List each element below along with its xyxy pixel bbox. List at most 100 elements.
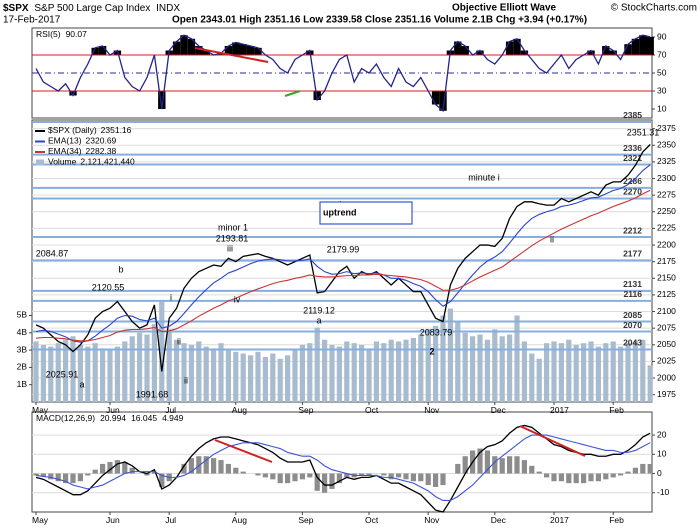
- volume-bar: [462, 332, 468, 402]
- annotation: ii: [184, 375, 188, 385]
- legend-name: EMA(34): [48, 146, 82, 156]
- rsi-overbought: [505, 41, 514, 55]
- y2-tick-label: 3B: [17, 344, 28, 354]
- annotation: iii: [227, 243, 233, 253]
- histogram-bar: [484, 450, 490, 474]
- level-label: 2116: [624, 289, 643, 299]
- volume-bar: [211, 348, 217, 402]
- divergence-line: [194, 47, 269, 63]
- legend-value: 2282.38: [86, 146, 117, 156]
- y-tick-label: 10: [657, 103, 667, 113]
- rsi-overbought: [602, 46, 610, 55]
- series-line: [35, 189, 651, 342]
- histogram-bar: [618, 473, 624, 476]
- volume-bar: [536, 358, 542, 402]
- volume-bar: [314, 327, 320, 402]
- histogram-bar: [181, 463, 187, 474]
- legend-value: 2320.69: [86, 136, 117, 146]
- volume-bar: [336, 346, 342, 402]
- y-tick-label: 50: [657, 67, 667, 77]
- volume-bar: [77, 344, 83, 402]
- histogram-bar: [55, 473, 61, 482]
- histogram-bar: [233, 467, 239, 474]
- panel-title-name: MACD(12,26,9): [36, 413, 95, 423]
- annotation: ii: [177, 336, 181, 346]
- x-tick-label: Sep: [298, 405, 313, 415]
- annotation: 1991.68: [136, 389, 169, 399]
- histogram-bar: [196, 456, 202, 474]
- volume-bar: [566, 339, 572, 402]
- volume-bar: [373, 341, 379, 402]
- rsi-overbought: [187, 38, 196, 55]
- rsi-overbought: [639, 35, 647, 55]
- volume-bar: [40, 344, 46, 402]
- annotation: 2120.55: [92, 282, 125, 292]
- y-tick-label: 2200: [657, 239, 676, 249]
- volume-bar: [544, 343, 550, 402]
- volume-bar: [196, 341, 202, 402]
- rsi-overbought: [454, 41, 462, 55]
- legend-entry: EMA(13) 2320.69: [48, 136, 117, 146]
- histogram-bar: [396, 473, 402, 478]
- annotation: ii: [550, 234, 554, 244]
- volume-bar: [262, 357, 268, 402]
- histogram-bar: [603, 473, 609, 480]
- histogram-bar: [122, 462, 128, 474]
- volume-bar: [610, 341, 616, 402]
- histogram-bar: [581, 473, 587, 484]
- histogram-bar: [647, 464, 653, 474]
- histogram-bar: [144, 473, 150, 476]
- annotation: a: [316, 315, 321, 325]
- histogram-bar: [558, 473, 564, 482]
- volume-bar: [529, 353, 535, 402]
- x-tick-label: 2017: [550, 515, 569, 525]
- volume-bar: [151, 324, 157, 402]
- volume-bar: [188, 344, 194, 402]
- annotation: uptrend: [323, 207, 357, 217]
- volume-bar: [507, 334, 513, 402]
- volume-bar: [174, 339, 180, 402]
- volume-bar: [107, 350, 113, 402]
- volume-bar: [581, 343, 587, 402]
- volume-bar: [100, 348, 106, 402]
- y-tick-label: 2325: [657, 156, 676, 166]
- histogram-bar: [418, 473, 424, 482]
- y-tick-label: 2350: [657, 140, 676, 150]
- volume-bar: [299, 344, 305, 402]
- volume-bar: [425, 329, 431, 402]
- divergence-line: [284, 90, 301, 97]
- divergence-line: [214, 439, 273, 463]
- rsi-oversold: [431, 91, 440, 105]
- volume-bar: [603, 343, 609, 402]
- histogram-bar: [203, 456, 209, 474]
- volume-bar: [92, 343, 98, 402]
- histogram-bar: [521, 460, 527, 474]
- y-tick-label: 2025: [657, 356, 676, 366]
- histogram-bar: [40, 473, 46, 477]
- y-tick-label: 2125: [657, 289, 676, 299]
- histogram-bar: [499, 458, 505, 474]
- volume-bar: [322, 339, 328, 402]
- volume-bar: [359, 344, 365, 402]
- x-tick-label: May: [32, 405, 49, 415]
- histogram-bar: [536, 471, 542, 474]
- volume-bar: [181, 343, 187, 402]
- x-tick-label: Oct: [365, 405, 379, 415]
- histogram-bar: [388, 473, 394, 480]
- y2-tick-label: 5B: [17, 310, 28, 320]
- panel-title: RSI(5) 90.07: [36, 29, 87, 39]
- volume-bar: [455, 322, 461, 402]
- rsi-overbought: [520, 50, 529, 55]
- y-tick-label: 2225: [657, 223, 676, 233]
- annotation: 2: [429, 346, 434, 356]
- volume-bar: [403, 339, 409, 402]
- histogram-bar: [440, 473, 446, 486]
- legend-name: $SPX (Daily): [48, 125, 97, 135]
- rsi-overbought: [476, 50, 484, 55]
- volume-bar: [618, 346, 624, 402]
- volume-bar: [492, 329, 498, 402]
- histogram-bar: [359, 473, 365, 476]
- volume-bar: [166, 329, 172, 402]
- volume-bar: [647, 365, 653, 402]
- volume-bar: [70, 336, 76, 402]
